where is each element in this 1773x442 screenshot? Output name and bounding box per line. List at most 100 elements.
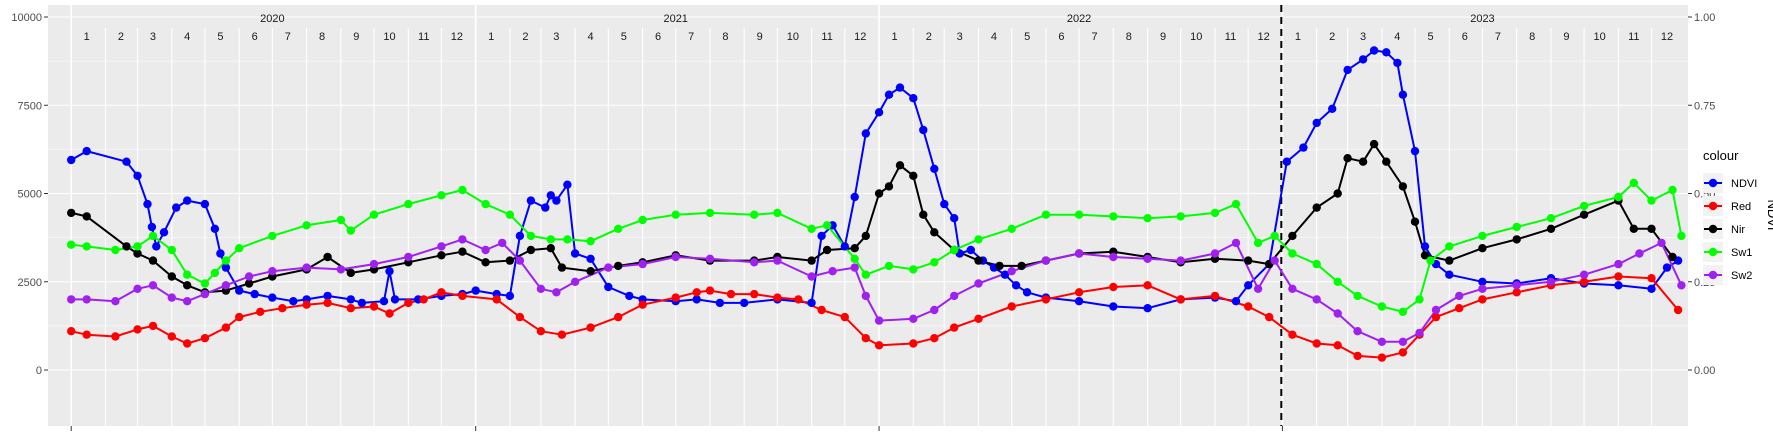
point-sw2 — [481, 245, 490, 255]
point-red — [1176, 295, 1185, 304]
point-ndvi — [541, 203, 550, 212]
point-sw2 — [1176, 256, 1185, 265]
point-nir — [974, 256, 983, 265]
point-ndvi — [1393, 58, 1402, 68]
point-ndvi — [379, 297, 389, 306]
point-sw1 — [1546, 214, 1556, 223]
month-label: 9 — [1563, 31, 1569, 43]
month-label: 6 — [252, 31, 258, 43]
point-ndvi — [1022, 288, 1032, 297]
point-nir — [1288, 231, 1297, 241]
point-red — [302, 300, 311, 309]
point-nir — [505, 256, 515, 265]
month-label: 3 — [553, 31, 559, 43]
point-ndvi — [385, 267, 394, 276]
point-ndvi — [1662, 263, 1672, 272]
point-sw2 — [336, 265, 346, 274]
point-sw1 — [807, 224, 816, 233]
point-ndvi — [586, 254, 595, 263]
point-sw2 — [148, 281, 158, 290]
point-ndvi — [874, 108, 884, 117]
point-sw2 — [1231, 238, 1241, 248]
point-sw2 — [1333, 309, 1342, 318]
point-ndvi — [323, 291, 332, 301]
point-ndvi — [67, 155, 76, 165]
month-label: 10 — [787, 31, 799, 43]
point-nir — [1629, 224, 1639, 233]
point-nir — [183, 281, 192, 290]
point-sw2 — [1270, 256, 1279, 265]
point-ndvi — [1358, 55, 1368, 64]
point-ndvi — [1109, 302, 1118, 311]
point-ndvi — [1647, 284, 1656, 293]
point-red — [256, 307, 265, 316]
point-sw1 — [1210, 208, 1220, 218]
point-sw2 — [1074, 249, 1084, 258]
point-nir — [919, 210, 928, 219]
point-sw2 — [638, 259, 647, 269]
point-sw2 — [536, 284, 546, 293]
point-nir — [82, 212, 91, 221]
point-nir — [1668, 252, 1677, 262]
point-red — [437, 288, 446, 297]
point-sw1 — [133, 242, 142, 251]
month-label: 12 — [1661, 31, 1673, 43]
point-sw1 — [82, 242, 91, 251]
point-red — [557, 330, 567, 339]
series-points — [67, 46, 1686, 362]
point-red — [369, 302, 379, 311]
point-sw1 — [1478, 231, 1487, 241]
point-ndvi — [216, 249, 225, 258]
legend-point-nir — [1708, 224, 1718, 234]
point-sw2 — [302, 263, 311, 272]
legend-point-sw2 — [1708, 270, 1718, 280]
month-label: 3 — [957, 31, 963, 43]
point-sw2 — [1398, 337, 1408, 346]
month-label: 8 — [1126, 31, 1132, 43]
point-red — [1143, 281, 1152, 290]
month-label: 6 — [1462, 31, 1468, 43]
point-sw2 — [458, 235, 467, 244]
legend-label-nir: Nir — [1731, 224, 1745, 236]
point-sw1 — [1253, 238, 1263, 248]
point-sw1 — [111, 245, 120, 255]
point-red — [974, 314, 983, 323]
point-sw1 — [546, 235, 555, 244]
y2-tick-label: 0.75 — [1694, 100, 1715, 112]
point-ndvi — [546, 191, 555, 200]
point-sw2 — [1253, 284, 1263, 293]
point-sw2 — [221, 281, 231, 290]
point-red — [750, 289, 759, 299]
month-label: 7 — [1091, 31, 1097, 43]
point-ndvi — [250, 289, 259, 299]
y-tick-label: 2500 — [18, 277, 42, 289]
point-sw1 — [1109, 212, 1118, 221]
point-ndvi — [1143, 304, 1152, 313]
point-red — [183, 339, 192, 348]
point-sw1 — [167, 245, 176, 255]
point-red — [133, 325, 142, 334]
month-label: 2 — [118, 31, 124, 43]
point-ndvi — [817, 231, 826, 241]
point-ndvi — [1410, 146, 1420, 156]
month-label: 12 — [854, 31, 866, 43]
legend: colour NDVI Red Nir Sw1 Sw2 — [1703, 148, 1757, 285]
point-ndvi — [183, 196, 192, 205]
point-sw2 — [828, 267, 837, 276]
point-sw2 — [498, 238, 507, 248]
point-sw2 — [82, 295, 91, 304]
month-label: 8 — [722, 31, 728, 43]
point-nir — [1647, 224, 1656, 233]
point-sw1 — [822, 221, 832, 230]
point-nir — [1343, 154, 1352, 163]
month-label: 9 — [757, 31, 763, 43]
point-sw1 — [210, 268, 220, 278]
month-label: 1 — [84, 31, 90, 43]
point-ndvi — [515, 231, 525, 241]
legend-label-sw1: Sw1 — [1731, 247, 1752, 259]
point-sw1 — [336, 215, 346, 225]
point-red — [773, 293, 782, 302]
point-sw1 — [183, 270, 192, 279]
point-ndvi — [1244, 281, 1253, 290]
month-label: 1 — [891, 31, 897, 43]
